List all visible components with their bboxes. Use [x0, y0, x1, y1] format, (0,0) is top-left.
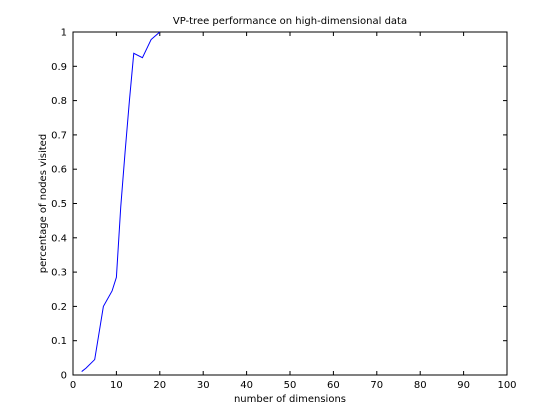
y-tick-label: 1 — [61, 28, 67, 39]
y-tick-label: 0.7 — [51, 130, 67, 141]
y-axis-label: percentage of nodes visited — [38, 134, 49, 273]
ticks: 0 10 20 30 40 50 60 70 80 90 100 0 0.1 0.2 0.3 0.4 0.5 0.… — [51, 28, 516, 392]
y-tick-label: 0.4 — [51, 233, 67, 244]
chart-title: VP-tree performance on high-dimensional … — [173, 16, 407, 27]
x-tick-label: 60 — [327, 380, 340, 391]
y-tick-label: 0 — [61, 371, 67, 382]
y-tick-label: 0.1 — [51, 336, 67, 347]
x-tick-label: 30 — [197, 380, 210, 391]
x-tick-label: 70 — [370, 380, 383, 391]
x-tick-label: 10 — [110, 380, 123, 391]
y-tick-label: 0.8 — [51, 96, 67, 107]
y-tick-label: 0.3 — [51, 268, 67, 279]
plot-area — [72, 31, 508, 376]
x-tick-label: 20 — [153, 380, 166, 391]
x-tick-label: 40 — [240, 380, 253, 391]
axes-box — [72, 31, 508, 376]
y-tick-label: 0.9 — [51, 62, 67, 73]
x-tick-label: 100 — [497, 380, 516, 391]
series-layer — [81, 31, 161, 372]
x-tick-label: 0 — [70, 380, 76, 391]
y-tick-label: 0.6 — [51, 165, 67, 176]
series-line — [81, 31, 161, 372]
y-tick-label: 0.5 — [51, 199, 67, 210]
x-tick-label: 90 — [457, 380, 470, 391]
x-tick-label: 50 — [284, 380, 297, 391]
y-tick-label: 0.2 — [51, 302, 67, 313]
x-tick-label: 80 — [414, 380, 427, 391]
x-axis-label: number of dimensions — [234, 394, 346, 405]
